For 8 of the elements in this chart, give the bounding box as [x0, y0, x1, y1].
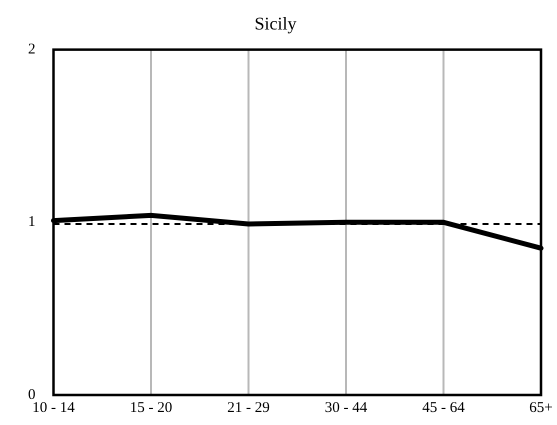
x-tick-label: 15 - 20	[130, 400, 172, 416]
x-tick-label: 45 - 64	[422, 400, 466, 416]
x-tick-label: 65+	[529, 400, 553, 416]
chart-title: Sicily	[254, 14, 297, 34]
x-tick-label: 30 - 44	[324, 400, 368, 416]
x-tick-label: 21 - 29	[227, 400, 270, 416]
y-tick-label: 1	[28, 214, 36, 230]
y-tick-label: 2	[28, 42, 36, 58]
